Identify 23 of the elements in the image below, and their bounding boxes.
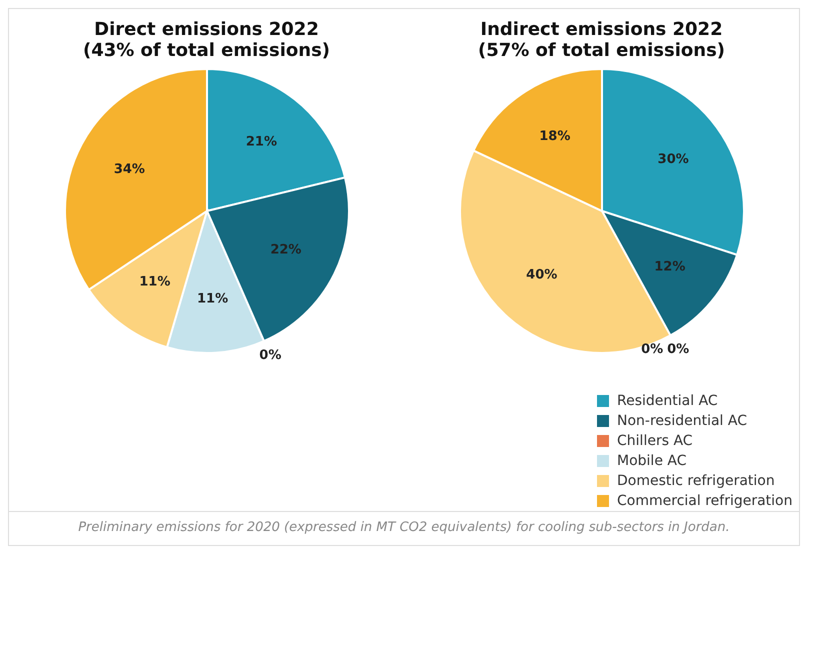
legend-label: Residential AC (617, 392, 718, 411)
data-label: 11% (138, 274, 170, 290)
data-label: 22% (270, 242, 301, 258)
data-label: 11% (196, 291, 228, 306)
chart-title: Indirect emissions 2022 (479, 19, 724, 40)
chart-subtitle: (43% of total emissions) (82, 40, 332, 61)
text: 0% (640, 342, 663, 357)
legend-label: Mobile AC (617, 452, 686, 471)
legend-label: Commercial refrigeration (617, 492, 792, 511)
data-label: 12% (654, 260, 685, 275)
legend-label: Domestic refrigeration (617, 472, 775, 491)
legend-label: Non-residential AC (617, 412, 748, 431)
data-label: 21% (245, 134, 276, 150)
data-label: 40% (526, 268, 557, 283)
data-label: 34% (113, 162, 144, 177)
text: 0% (666, 342, 689, 357)
data-label: 18% (538, 129, 570, 144)
text: Preliminary emissions for 2020 (expressed in MT CO2 equivalents) for cooling sub-sectors in Jordan. (9, 511, 799, 535)
legend-label: Chillers AC (617, 432, 693, 451)
chart-title: Direct emissions 2022 (93, 19, 320, 40)
chart-subtitle: (57% of total emissions) (476, 40, 726, 61)
text: 0% (258, 348, 281, 364)
data-label: 30% (657, 152, 688, 167)
